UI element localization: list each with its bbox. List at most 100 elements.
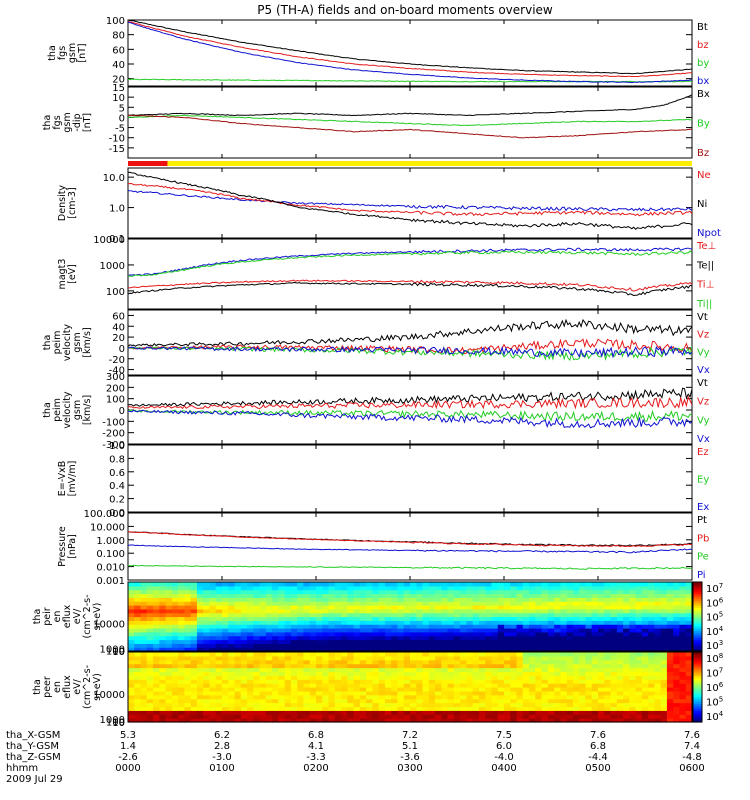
- spectrogram-cell: [240, 624, 248, 629]
- spectrogram-cell: [309, 718, 317, 723]
- spectrogram-cell: [159, 612, 167, 618]
- spectrogram-cell: [403, 694, 411, 700]
- spectrogram-cell: [666, 671, 674, 676]
- spectrogram-cell: [328, 683, 336, 688]
- spectrogram-cell: [579, 582, 587, 587]
- x-axis-row-label: tha_Z-GSM: [6, 752, 61, 763]
- spectrogram-cell: [585, 683, 593, 688]
- spectrogram-cell: [341, 652, 348, 657]
- spectrogram-cell: [366, 635, 373, 641]
- spectrogram-cell: [428, 628, 436, 633]
- spectrogram-cell: [535, 687, 543, 692]
- spectrogram-cell: [572, 585, 580, 591]
- spectrogram-cell: [297, 652, 305, 657]
- spectrogram-cell: [598, 702, 605, 708]
- spectrogram-cell: [196, 675, 204, 680]
- spectrogram-cell: [184, 589, 192, 595]
- spectrogram-cell: [566, 639, 574, 644]
- spectrogram-cell: [447, 679, 455, 684]
- spectrogram-cell: [510, 582, 518, 587]
- spectrogram-cell: [290, 597, 298, 602]
- spectrogram-cell: [297, 706, 305, 711]
- spectrogram-cell: [604, 675, 612, 680]
- spectrogram-cell: [341, 675, 348, 680]
- spectrogram-cell: [635, 593, 643, 598]
- spectrogram-cell: [666, 687, 674, 692]
- y-tick-label: 200: [106, 383, 125, 394]
- spectrogram-cell: [541, 647, 549, 652]
- spectrogram-cell: [290, 612, 298, 618]
- spectrogram-cell: [629, 710, 637, 715]
- spectrogram-cell: [585, 706, 593, 711]
- spectrogram-cell: [447, 683, 455, 688]
- spectrogram-cell: [660, 647, 668, 652]
- spectrogram-cell: [215, 616, 223, 621]
- colorbar-cell: [693, 621, 702, 624]
- colorbar-frame: [692, 581, 703, 652]
- spectrogram-cell: [253, 612, 261, 618]
- spectrogram-cell: [554, 628, 561, 633]
- spectrogram-cell: [265, 616, 273, 621]
- spectrogram-cell: [316, 714, 323, 719]
- spectrogram-cell: [328, 616, 336, 621]
- y-axis-label: [cm-3]: [67, 187, 78, 218]
- spectrogram-cell: [378, 675, 386, 680]
- spectrogram-cell: [685, 631, 693, 637]
- spectrogram-cell: [391, 593, 399, 598]
- spectrogram-cell: [447, 605, 455, 610]
- spectrogram-cell: [378, 631, 386, 637]
- spectrogram-cell: [140, 635, 148, 641]
- spectrogram-cell: [535, 652, 543, 657]
- spectrogram-cell: [259, 679, 267, 684]
- spectrogram-cell: [353, 628, 361, 633]
- spectrogram-cell: [328, 605, 336, 610]
- x-axis-value: -4.4: [588, 752, 608, 763]
- spectrogram-cell: [635, 706, 643, 711]
- spectrogram-cell: [648, 612, 655, 618]
- spectrogram-cell: [428, 679, 436, 684]
- spectrogram-cell: [341, 597, 348, 602]
- spectrogram-cell: [215, 675, 223, 680]
- spectrogram-cell: [504, 582, 511, 587]
- spectrogram-cell: [134, 582, 142, 587]
- spectrogram-cell: [228, 679, 236, 684]
- spectrogram-cell: [435, 694, 442, 700]
- colorbar-cell: [693, 684, 702, 688]
- spectrogram-cell: [616, 635, 624, 641]
- spectrogram-cell: [359, 624, 367, 629]
- spectrogram-cell: [478, 714, 486, 719]
- spectrogram-cell: [466, 694, 474, 700]
- spectrogram-cell: [416, 667, 424, 673]
- spectrogram-cell: [497, 628, 505, 633]
- spectrogram-cell: [504, 620, 511, 625]
- spectrogram-cell: [422, 647, 430, 652]
- y-axis-label: tha: [47, 45, 58, 61]
- spectrogram-cell: [391, 663, 399, 669]
- spectrogram-cell: [353, 605, 361, 610]
- spectrogram-cell: [572, 597, 580, 602]
- spectrogram-cell: [416, 647, 424, 652]
- spectrogram-cell: [128, 702, 135, 708]
- spectrogram-cell: [660, 690, 668, 696]
- spectrogram-cell: [547, 647, 555, 652]
- y-axis-label: [km/s]: [82, 395, 93, 425]
- spectrogram-cell: [359, 643, 367, 648]
- spectrogram-cell: [554, 639, 561, 644]
- spectrogram-cell: [535, 624, 543, 629]
- spectrogram-cell: [547, 582, 555, 587]
- spectrogram-cell: [604, 706, 612, 711]
- spectrogram-cell: [535, 631, 543, 637]
- spectrogram-cell: [309, 647, 317, 652]
- spectrogram-cell: [504, 667, 511, 673]
- spectrogram-cell: [146, 585, 154, 591]
- spectrogram-cell: [623, 698, 630, 704]
- spectrogram-cell: [660, 694, 668, 700]
- spectrogram-cell: [453, 631, 461, 637]
- spectrogram-cell: [303, 631, 311, 637]
- spectrogram-cell: [453, 616, 461, 621]
- spectrogram-cell: [284, 631, 292, 637]
- spectrogram-cell: [284, 694, 292, 700]
- spectrogram-cell: [403, 612, 411, 618]
- spectrogram-cell: [579, 643, 587, 648]
